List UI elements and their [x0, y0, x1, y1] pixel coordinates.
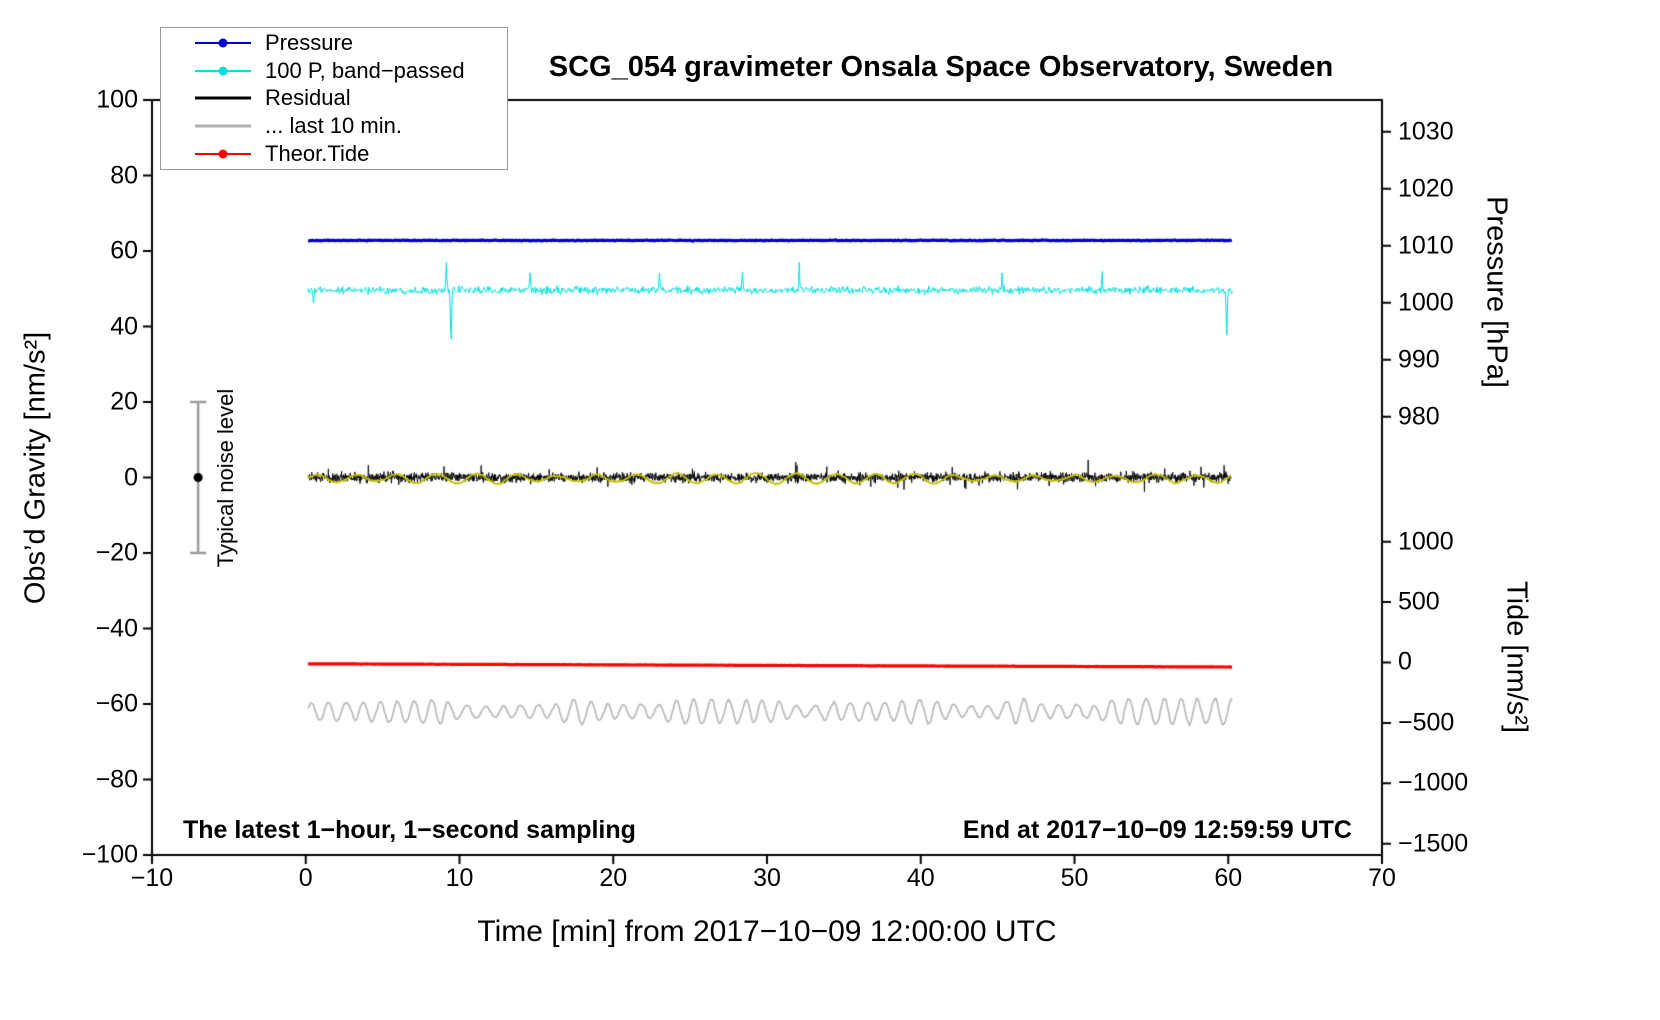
sampling-note: The latest 1−hour, 1−second sampling: [183, 816, 636, 844]
x-tick-label: 50: [1060, 864, 1089, 892]
legend-item-last10min: ... last 10 min.: [195, 113, 507, 139]
pressure-tick-label: 1010: [1398, 231, 1454, 260]
y-axis-label-pressure: Pressure [hPa]: [1480, 196, 1513, 388]
x-tick-label: 0: [298, 864, 313, 892]
gravity-tick-label: 20: [110, 387, 138, 416]
legend-item-residual: Residual: [195, 85, 507, 111]
tide-tick-label: 500: [1398, 587, 1440, 616]
legend-item-pressure: Pressure: [195, 30, 507, 56]
x-tick-label: 60: [1214, 864, 1243, 892]
legend-label: Pressure: [265, 29, 354, 55]
gravity-tick-label: 0: [124, 463, 138, 491]
pressure-tick-label: 980: [1398, 402, 1440, 431]
x-tick-label: 10: [445, 864, 474, 892]
legend-label: Theor.Tide: [265, 141, 370, 167]
pressure-tick-label: 1020: [1398, 174, 1454, 203]
gravity-tick-label: 60: [110, 236, 138, 265]
x-tick-label: 20: [599, 864, 628, 892]
tide-tick-label: 1000: [1398, 527, 1454, 556]
bandpassed-line-icon: [195, 65, 251, 77]
last10min-line-icon: [195, 120, 251, 132]
residual-line-icon: [195, 92, 251, 104]
x-tick-label: 40: [906, 864, 935, 892]
tide-tick-label: −500: [1398, 708, 1455, 737]
tide-tick-label: −1500: [1398, 829, 1469, 858]
legend-label: Residual: [265, 85, 351, 111]
gravity-tick-label: −20: [95, 538, 138, 567]
x-axis-label: Time [min] from 2017−10−09 12:00:00 UTC: [477, 915, 1057, 948]
gravity-tick-label: −100: [81, 840, 138, 869]
x-tick-label: 30: [753, 864, 781, 892]
noise-level-annotation: Typical noise level: [213, 388, 238, 568]
y-axis-label-gravity: Obs’d Gravity [nm/s²]: [19, 331, 52, 605]
pressure-line-icon: [195, 37, 251, 49]
gravity-tick-label: −40: [95, 614, 138, 642]
gravity-tick-label: 100: [96, 85, 138, 114]
x-tick-label: −10: [130, 864, 174, 892]
legend-label: ... last 10 min.: [265, 113, 402, 139]
legend-item-bandpassed: 100 P, band−passed: [195, 58, 507, 84]
x-tick-label: 70: [1368, 864, 1396, 892]
gravity-tick-label: −80: [95, 765, 138, 793]
end-time-note: End at 2017−10−09 12:59:59 UTC: [962, 816, 1352, 844]
pressure-tick-label: 1030: [1398, 117, 1454, 146]
legend: Pressure 100 P, band−passed Residual ...…: [160, 27, 508, 170]
page-title: SCG_054 gravimeter Onsala Space Observat…: [548, 51, 1334, 83]
tide-tick-label: 0: [1398, 647, 1412, 676]
pressure-tick-label: 990: [1398, 345, 1440, 374]
legend-label: 100 P, band−passed: [265, 57, 465, 83]
legend-item-theortide: Theor.Tide: [195, 141, 507, 167]
tide-tick-label: −1000: [1398, 768, 1469, 797]
gravity-tick-label: 80: [110, 161, 138, 189]
gravity-tick-label: 40: [110, 312, 138, 340]
pressure-tick-label: 1000: [1398, 288, 1454, 317]
gravity-tick-label: −60: [95, 689, 138, 718]
y-axis-label-tide: Tide [nm/s²]: [1500, 580, 1533, 734]
theortide-line-icon: [195, 148, 251, 160]
